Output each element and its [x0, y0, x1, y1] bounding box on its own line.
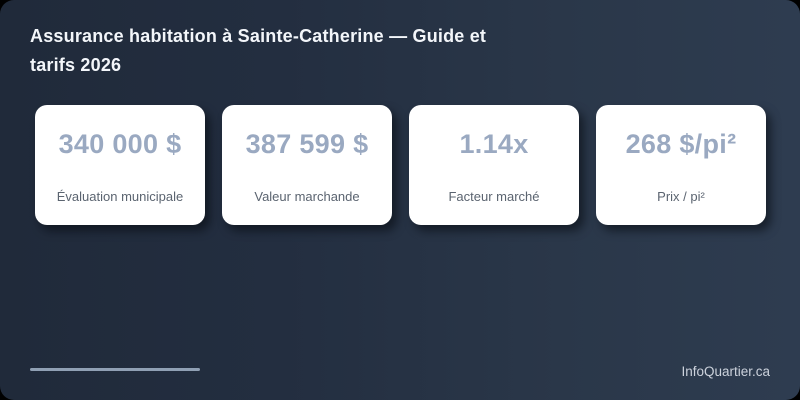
footer-accent-line [30, 368, 200, 371]
stat-label: Prix / pi² [657, 189, 705, 204]
stat-value: 387 599 $ [245, 129, 369, 159]
stat-value: 268 $/pi² [625, 129, 737, 159]
stat-cards-row: 340 000 $ Évaluation municipale 387 599 … [35, 105, 766, 225]
page-title: Assurance habitation à Sainte-Catherine … [30, 26, 487, 75]
stat-label: Valeur marchande [254, 189, 360, 204]
stat-value: 340 000 $ [58, 129, 182, 159]
stat-card-evaluation-municipale: 340 000 $ Évaluation municipale [35, 105, 205, 225]
stat-value: 1.14x [459, 129, 529, 159]
stat-label: Facteur marché [448, 189, 540, 204]
stat-card-valeur-marchande: 387 599 $ Valeur marchande [222, 105, 392, 225]
brand-label: InfoQuartier.ca [681, 364, 770, 379]
stat-card-prix-pi2: 268 $/pi² Prix / pi² [596, 105, 766, 225]
stat-label: Évaluation municipale [56, 189, 184, 204]
stat-card-facteur-marche: 1.14x Facteur marché [409, 105, 579, 225]
